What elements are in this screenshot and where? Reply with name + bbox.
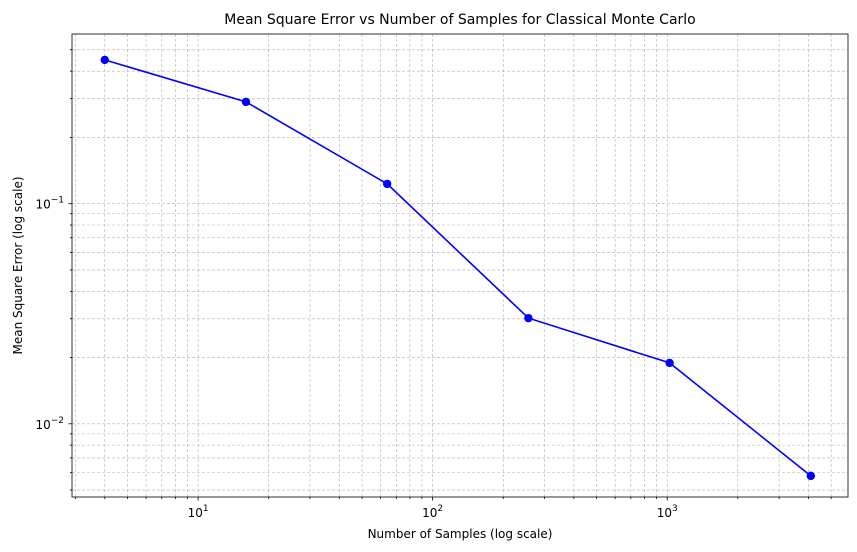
series-layer [100,55,816,481]
data-point [806,471,816,481]
y-tick-label: 10−2 [35,416,64,432]
x-tick-label: 102 [422,504,443,520]
x-tick-label: 101 [188,504,209,520]
data-point [100,55,109,65]
data-point [665,358,674,368]
data-point [524,313,533,323]
grid [72,34,848,497]
y-axis-title: Mean Square Error (log scale) [11,176,25,354]
data-point [241,97,251,107]
data-point [382,179,392,189]
x-tick-label: 103 [657,504,678,520]
chart-title: Mean Square Error vs Number of Samples f… [224,12,695,28]
ticks: 101 102 103 10−2 10−1 [35,49,832,520]
x-axis-title: Number of Samples (log scale) [368,527,553,541]
plot-frame [71,33,849,498]
y-tick-label: 10−1 [35,196,64,212]
series-line [104,59,812,477]
